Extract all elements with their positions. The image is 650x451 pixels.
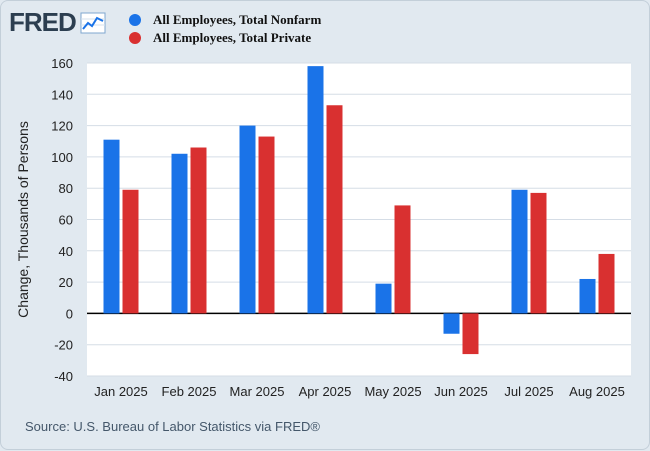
y-tick-label: 40	[59, 244, 73, 259]
x-tick-label: Apr 2025	[299, 384, 352, 399]
y-axis-label: Change, Thousands of Persons	[15, 121, 31, 318]
bar	[530, 192, 547, 314]
y-tick-label: 120	[51, 119, 73, 134]
x-tick-label: Jun 2025	[434, 384, 488, 399]
bar	[171, 153, 188, 314]
legend-swatch-private	[129, 32, 141, 44]
bar	[103, 139, 120, 314]
line-graph-icon	[80, 12, 106, 33]
legend-swatch-nonfarm	[129, 14, 141, 26]
fred-logo-text: FRED	[9, 7, 77, 37]
bar	[462, 313, 479, 355]
bar	[258, 136, 275, 314]
bar	[326, 105, 343, 314]
x-tick-label: Mar 2025	[230, 384, 285, 399]
y-tick-label: 60	[59, 213, 73, 228]
bar	[239, 125, 256, 314]
bar	[122, 189, 139, 314]
x-tick-label: Feb 2025	[162, 384, 217, 399]
x-tick-label: Jul 2025	[504, 384, 553, 399]
legend: All Employees, Total Nonfarm All Employe…	[129, 11, 321, 47]
y-tick-label: 20	[59, 275, 73, 290]
y-tick-label: -40	[54, 369, 73, 384]
y-tick-label: 160	[51, 56, 73, 71]
x-tick-label: Aug 2025	[569, 384, 625, 399]
legend-label-nonfarm: All Employees, Total Nonfarm	[153, 12, 322, 27]
bar	[307, 66, 324, 314]
x-tick-label: Jan 2025	[94, 384, 148, 399]
bar	[511, 189, 528, 314]
source-note: Source: U.S. Bureau of Labor Statistics …	[25, 419, 320, 434]
fred-logo[interactable]: FRED	[9, 7, 106, 38]
bar	[579, 278, 596, 314]
y-tick-label: -20	[54, 338, 73, 353]
legend-item-nonfarm[interactable]: All Employees, Total Nonfarm	[129, 11, 321, 29]
legend-item-private[interactable]: All Employees, Total Private	[129, 29, 321, 47]
bar	[190, 147, 207, 314]
bar	[375, 283, 392, 314]
bar	[598, 253, 615, 314]
x-tick-label: May 2025	[364, 384, 421, 399]
bar	[394, 205, 411, 314]
y-tick-label: 0	[66, 306, 73, 321]
y-tick-label: 100	[51, 150, 73, 165]
legend-label-private: All Employees, Total Private	[153, 30, 312, 45]
y-tick-label: 140	[51, 87, 73, 102]
y-tick-label: 80	[59, 181, 73, 196]
bar	[443, 313, 460, 334]
